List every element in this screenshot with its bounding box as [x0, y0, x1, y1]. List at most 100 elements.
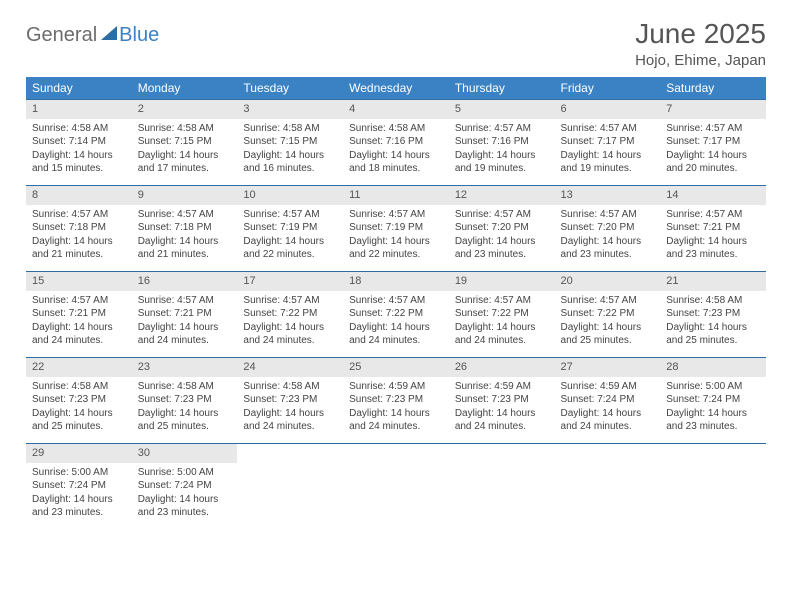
dayheader-saturday: Saturday — [660, 77, 766, 100]
calendar-day-cell: 16Sunrise: 4:57 AMSunset: 7:21 PMDayligh… — [132, 272, 238, 358]
sunrise-line: Sunrise: 4:57 AM — [561, 208, 655, 222]
sunset-line: Sunset: 7:23 PM — [666, 307, 760, 321]
calendar-day-cell — [343, 444, 449, 530]
sunrise-line: Sunrise: 4:57 AM — [138, 208, 232, 222]
calendar-day-cell: 7Sunrise: 4:57 AMSunset: 7:17 PMDaylight… — [660, 100, 766, 186]
day-body: Sunrise: 4:58 AMSunset: 7:23 PMDaylight:… — [26, 377, 132, 438]
sunset-line: Sunset: 7:14 PM — [32, 135, 126, 149]
day-body: Sunrise: 4:57 AMSunset: 7:18 PMDaylight:… — [26, 205, 132, 266]
day-number: 6 — [555, 100, 661, 119]
calendar-day-cell: 1Sunrise: 4:58 AMSunset: 7:14 PMDaylight… — [26, 100, 132, 186]
sunset-line: Sunset: 7:23 PM — [243, 393, 337, 407]
month-title: June 2025 — [635, 18, 766, 50]
daylight-line: Daylight: 14 hours and 24 minutes. — [138, 321, 232, 348]
day-body: Sunrise: 4:57 AMSunset: 7:21 PMDaylight:… — [26, 291, 132, 352]
sunset-line: Sunset: 7:24 PM — [138, 479, 232, 493]
day-number: 7 — [660, 100, 766, 119]
day-body: Sunrise: 4:57 AMSunset: 7:20 PMDaylight:… — [555, 205, 661, 266]
day-number: 11 — [343, 186, 449, 205]
day-body: Sunrise: 4:59 AMSunset: 7:23 PMDaylight:… — [449, 377, 555, 438]
sunset-line: Sunset: 7:22 PM — [243, 307, 337, 321]
sunset-line: Sunset: 7:23 PM — [32, 393, 126, 407]
sunrise-line: Sunrise: 4:59 AM — [561, 380, 655, 394]
day-number: 29 — [26, 444, 132, 463]
sunset-line: Sunset: 7:18 PM — [138, 221, 232, 235]
calendar-day-cell: 17Sunrise: 4:57 AMSunset: 7:22 PMDayligh… — [237, 272, 343, 358]
calendar-day-cell: 15Sunrise: 4:57 AMSunset: 7:21 PMDayligh… — [26, 272, 132, 358]
day-body: Sunrise: 4:57 AMSunset: 7:21 PMDaylight:… — [132, 291, 238, 352]
header: General Blue June 2025 Hojo, Ehime, Japa… — [26, 18, 766, 69]
daylight-line: Daylight: 14 hours and 24 minutes. — [32, 321, 126, 348]
calendar-day-cell: 26Sunrise: 4:59 AMSunset: 7:23 PMDayligh… — [449, 358, 555, 444]
day-number: 16 — [132, 272, 238, 291]
sunrise-line: Sunrise: 4:58 AM — [32, 122, 126, 136]
daylight-line: Daylight: 14 hours and 18 minutes. — [349, 149, 443, 176]
day-number: 19 — [449, 272, 555, 291]
day-number: 14 — [660, 186, 766, 205]
dayheader-wednesday: Wednesday — [343, 77, 449, 100]
dayheader-thursday: Thursday — [449, 77, 555, 100]
calendar-day-cell: 22Sunrise: 4:58 AMSunset: 7:23 PMDayligh… — [26, 358, 132, 444]
sunrise-line: Sunrise: 4:58 AM — [666, 294, 760, 308]
sunset-line: Sunset: 7:22 PM — [349, 307, 443, 321]
calendar-day-cell: 2Sunrise: 4:58 AMSunset: 7:15 PMDaylight… — [132, 100, 238, 186]
sunset-line: Sunset: 7:18 PM — [32, 221, 126, 235]
calendar-week-row: 15Sunrise: 4:57 AMSunset: 7:21 PMDayligh… — [26, 272, 766, 358]
calendar-day-cell: 9Sunrise: 4:57 AMSunset: 7:18 PMDaylight… — [132, 186, 238, 272]
day-number: 12 — [449, 186, 555, 205]
dayheader-tuesday: Tuesday — [237, 77, 343, 100]
daylight-line: Daylight: 14 hours and 22 minutes. — [243, 235, 337, 262]
calendar-day-cell: 27Sunrise: 4:59 AMSunset: 7:24 PMDayligh… — [555, 358, 661, 444]
sunrise-line: Sunrise: 4:57 AM — [455, 122, 549, 136]
sunset-line: Sunset: 7:19 PM — [243, 221, 337, 235]
daylight-line: Daylight: 14 hours and 19 minutes. — [561, 149, 655, 176]
sunrise-line: Sunrise: 5:00 AM — [666, 380, 760, 394]
sunset-line: Sunset: 7:21 PM — [666, 221, 760, 235]
calendar-day-cell — [449, 444, 555, 530]
sunrise-line: Sunrise: 4:58 AM — [243, 380, 337, 394]
sunrise-line: Sunrise: 5:00 AM — [138, 466, 232, 480]
sunset-line: Sunset: 7:19 PM — [349, 221, 443, 235]
logo-sail-icon — [101, 26, 117, 40]
day-number: 30 — [132, 444, 238, 463]
day-body: Sunrise: 4:58 AMSunset: 7:23 PMDaylight:… — [660, 291, 766, 352]
calendar-day-cell: 10Sunrise: 4:57 AMSunset: 7:19 PMDayligh… — [237, 186, 343, 272]
calendar-day-cell: 20Sunrise: 4:57 AMSunset: 7:22 PMDayligh… — [555, 272, 661, 358]
daylight-line: Daylight: 14 hours and 23 minutes. — [666, 235, 760, 262]
calendar-day-cell: 25Sunrise: 4:59 AMSunset: 7:23 PMDayligh… — [343, 358, 449, 444]
calendar-day-cell — [237, 444, 343, 530]
calendar-day-cell: 18Sunrise: 4:57 AMSunset: 7:22 PMDayligh… — [343, 272, 449, 358]
daylight-line: Daylight: 14 hours and 24 minutes. — [561, 407, 655, 434]
sunset-line: Sunset: 7:20 PM — [455, 221, 549, 235]
sunrise-line: Sunrise: 4:58 AM — [243, 122, 337, 136]
sunrise-line: Sunrise: 4:57 AM — [32, 294, 126, 308]
sunrise-line: Sunrise: 4:57 AM — [455, 294, 549, 308]
daylight-line: Daylight: 14 hours and 23 minutes. — [138, 493, 232, 520]
sunset-line: Sunset: 7:16 PM — [455, 135, 549, 149]
sunset-line: Sunset: 7:21 PM — [32, 307, 126, 321]
sunrise-line: Sunrise: 5:00 AM — [32, 466, 126, 480]
day-number: 1 — [26, 100, 132, 119]
calendar-day-cell: 30 Sunrise: 5:00 AMSunset: 7:24 PMDayligh… — [132, 444, 238, 530]
calendar-page: General Blue June 2025 Hojo, Ehime, Japa… — [0, 0, 792, 540]
sunset-line: Sunset: 7:22 PM — [455, 307, 549, 321]
daylight-line: Daylight: 14 hours and 25 minutes. — [32, 407, 126, 434]
logo-text-general: General — [26, 24, 97, 47]
sunrise-line: Sunrise: 4:59 AM — [455, 380, 549, 394]
day-body: Sunrise: 4:57 AMSunset: 7:16 PMDaylight:… — [449, 119, 555, 180]
dayheader-monday: Monday — [132, 77, 238, 100]
calendar-day-cell: 14Sunrise: 4:57 AMSunset: 7:21 PMDayligh… — [660, 186, 766, 272]
daylight-line: Daylight: 14 hours and 24 minutes. — [243, 321, 337, 348]
day-number: 10 — [237, 186, 343, 205]
sunset-line: Sunset: 7:24 PM — [561, 393, 655, 407]
day-number: 8 — [26, 186, 132, 205]
sunrise-line: Sunrise: 4:57 AM — [349, 294, 443, 308]
sunrise-line: Sunrise: 4:58 AM — [32, 380, 126, 394]
day-body: Sunrise: 4:57 AMSunset: 7:19 PMDaylight:… — [343, 205, 449, 266]
location-label: Hojo, Ehime, Japan — [635, 52, 766, 69]
sunrise-line: Sunrise: 4:57 AM — [561, 294, 655, 308]
sunrise-line: Sunrise: 4:58 AM — [138, 380, 232, 394]
day-number: 17 — [237, 272, 343, 291]
sunset-line: Sunset: 7:23 PM — [455, 393, 549, 407]
day-number: 5 — [449, 100, 555, 119]
